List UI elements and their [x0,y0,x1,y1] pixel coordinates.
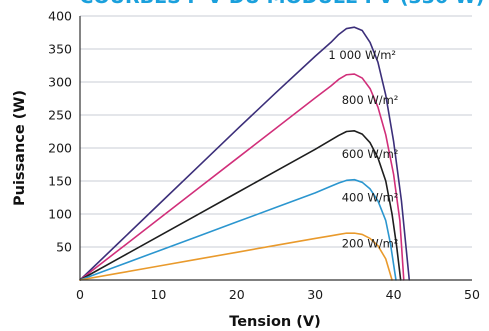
x-tick-label-10: 10 [150,287,166,302]
x-axis-label: Tension (V) [229,314,321,330]
curve-label-5: 200 W/m² [342,237,399,251]
chart-title: COURBES P-V DU MODULE PV (330 W) [80,0,485,8]
curve-label-3: 600 W/m² [342,147,399,161]
series-line-4 [79,178,397,281]
x-tick-label-0: 0 [76,287,84,302]
y-tick-label-50: 50 [56,240,72,255]
series-line-1 [79,26,411,281]
x-tick-label-30: 30 [307,287,323,302]
y-tick-label-250: 250 [48,108,72,123]
y-tick-label-100: 100 [48,207,72,222]
curve-label-1: 1 000 W/m² [328,48,396,62]
curve-label-2: 800 W/m² [342,93,399,107]
y-tick-labels: 50 100 150 200 250 300 350 400 [48,9,72,255]
x-tick-label-20: 20 [229,287,245,302]
y-tick-label-350: 350 [48,42,72,57]
y-tick-label-150: 150 [48,174,72,189]
series-line-5 [79,232,393,281]
x-tick-labels: 0 10 20 30 40 50 [76,287,480,302]
y-tick-label-300: 300 [48,75,72,90]
x-tick-label-50: 50 [464,287,480,302]
y-tick-label-400: 400 [48,9,72,24]
y-axis-label: Puissance (W) [12,90,28,206]
series-line-3 [79,130,402,281]
curve-label-4: 400 W/m² [342,190,399,204]
x-tick-label-40: 40 [386,287,402,302]
grid-lines [80,15,472,248]
axes [79,16,472,281]
curve-labels: 1 000 W/m² 800 W/m² 600 W/m² 400 W/m² 200 W/… [328,48,398,251]
series-lines [79,26,411,281]
series-line-2 [79,73,405,281]
y-tick-label-200: 200 [48,141,72,156]
